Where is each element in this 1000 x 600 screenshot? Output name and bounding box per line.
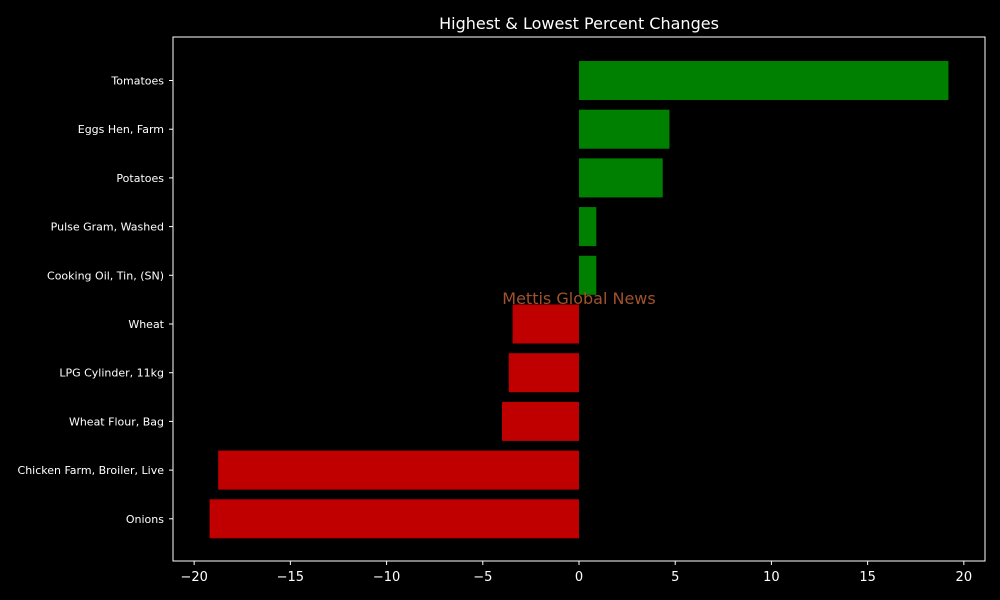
y-tick-label: Tomatoes — [110, 75, 164, 88]
watermark-text: Mettis Global News — [502, 289, 655, 308]
x-tick-label: 10 — [763, 570, 780, 585]
y-tick-label: Chicken Farm, Broiler, Live — [18, 464, 165, 477]
x-tick-label: −20 — [180, 570, 207, 585]
x-tick-label: 0 — [575, 570, 583, 585]
bar — [579, 255, 597, 295]
x-tick-label: −15 — [277, 570, 304, 585]
bar — [209, 499, 579, 539]
plot-area: Tomatoes Eggs Hen, Farm Potatoes Pulse Gram… — [18, 36, 986, 585]
bar — [508, 353, 579, 393]
y-tick-label: Wheat — [128, 318, 164, 331]
y-tick-label: Eggs Hen, Farm — [78, 123, 164, 136]
x-tick-label: 20 — [956, 570, 973, 585]
x-tick-label: −10 — [373, 570, 400, 585]
y-tick-label: Onions — [126, 513, 164, 526]
bar — [502, 401, 579, 441]
y-tick-label: Potatoes — [116, 172, 164, 185]
y-tick-label: LPG Cylinder, 11kg — [59, 367, 164, 380]
bar — [579, 109, 670, 149]
x-tick-label: −5 — [473, 570, 492, 585]
bar — [579, 207, 597, 247]
y-tick-label: Pulse Gram, Washed — [51, 221, 164, 234]
y-tick-label: Wheat Flour, Bag — [69, 415, 164, 428]
chart-title: Highest & Lowest Percent Changes — [439, 14, 719, 33]
y-tick-label: Cooking Oil, Tin, (SN) — [47, 269, 164, 282]
x-tick-label: 15 — [859, 570, 876, 585]
bar — [218, 450, 579, 490]
bar — [512, 304, 579, 344]
bar — [579, 158, 663, 198]
bar — [579, 61, 949, 100]
x-tick-label: 5 — [671, 570, 679, 585]
